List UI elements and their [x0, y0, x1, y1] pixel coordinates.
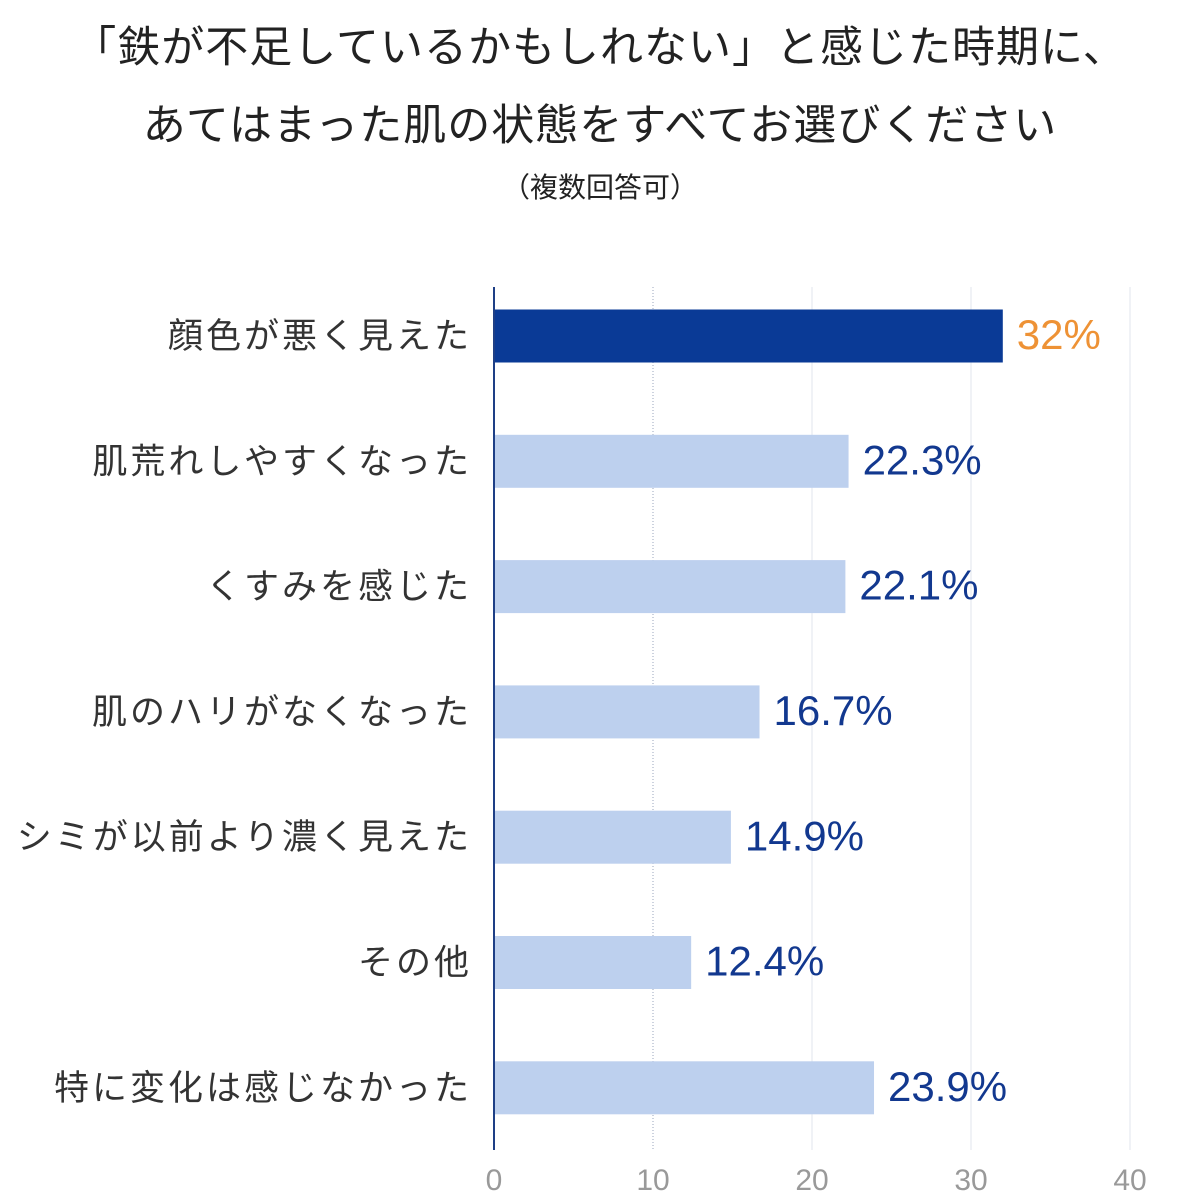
x-tick-label: 30 — [954, 1164, 987, 1197]
bar — [494, 1061, 875, 1115]
category-label: シミが以前より濃く見えた — [17, 818, 472, 858]
value-label: 22.1% — [859, 562, 978, 609]
value-label: 23.9% — [888, 1063, 1007, 1110]
category-label: 特に変化は感じなかった — [54, 1069, 472, 1109]
chart-subtitle: （複数回答可） — [501, 171, 698, 204]
value-label: 12.4% — [705, 938, 824, 985]
value-label: 22.3% — [863, 436, 982, 483]
bar — [494, 936, 692, 989]
bar — [494, 309, 1003, 363]
category-label: その他 — [358, 944, 472, 984]
bar — [494, 560, 846, 614]
x-tick-label: 40 — [1113, 1164, 1146, 1197]
category-label: 肌のハリがなくなった — [92, 693, 472, 733]
bar — [494, 685, 760, 739]
value-label: 32% — [1017, 311, 1101, 358]
x-tick-label: 20 — [795, 1164, 828, 1197]
bar — [494, 434, 849, 488]
x-tick-label: 10 — [636, 1164, 669, 1197]
bar — [494, 810, 731, 864]
category-label: 肌荒れしやすくなった — [92, 442, 472, 482]
category-label: 顔色が悪く見えた — [168, 317, 472, 357]
value-label: 16.7% — [774, 687, 893, 734]
x-tick-label: 0 — [486, 1164, 503, 1197]
category-label: くすみを感じた — [206, 568, 472, 608]
value-label: 14.9% — [745, 812, 864, 859]
chart-title-line-1: 「鉄が不足しているかもしれない」と感じた時期に、 — [73, 23, 1127, 73]
chart-title-line-2: あてはまった肌の状態をすべてお選びください — [142, 101, 1058, 151]
